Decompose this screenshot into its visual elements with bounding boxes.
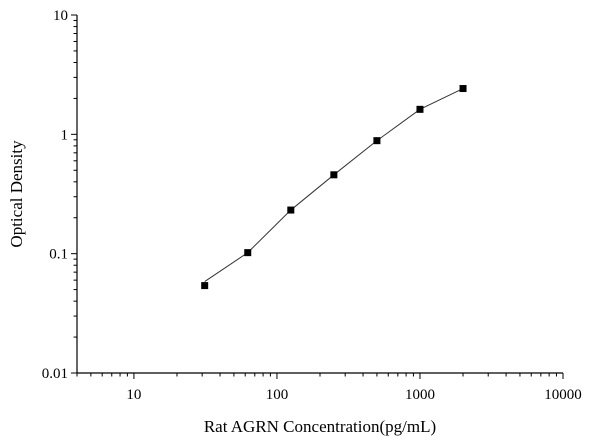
fit-curve: [204, 88, 464, 283]
data-point-square: [287, 206, 295, 214]
fit-line-group: [204, 88, 464, 283]
y-tick-label: 0.1: [49, 247, 68, 263]
data-points: [201, 85, 467, 290]
y-tick-label: 0.01: [42, 366, 68, 382]
tick-labels: 10 100 1000 10000 0.01 0.1 1 10: [42, 8, 582, 403]
data-point-square: [416, 105, 424, 113]
x-tick-label: 1000: [405, 387, 435, 403]
axes: [76, 15, 563, 374]
data-point-square: [459, 85, 467, 93]
data-point-square: [330, 171, 338, 179]
y-tick-label: 1: [61, 127, 69, 143]
x-axis-label: Rat AGRN Concentration(pg/mL): [204, 417, 436, 436]
y-tick-label: 10: [53, 8, 68, 24]
x-tick-label: 10: [126, 387, 141, 403]
x-tick-label: 10000: [544, 387, 582, 403]
data-point-square: [373, 137, 381, 145]
ticks: [71, 14, 564, 379]
data-point-square: [244, 249, 252, 257]
data-point-square: [201, 282, 209, 290]
x-tick-label: 100: [266, 387, 289, 403]
y-axis-label: Optical Density: [7, 140, 26, 248]
